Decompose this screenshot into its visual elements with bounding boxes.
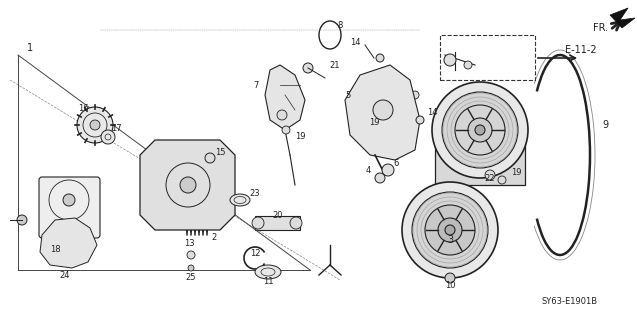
Circle shape: [485, 170, 495, 180]
Circle shape: [464, 61, 472, 69]
Circle shape: [416, 116, 424, 124]
Text: SY63-E1901B: SY63-E1901B: [542, 298, 598, 307]
Text: 6: 6: [393, 158, 399, 167]
Circle shape: [425, 205, 475, 255]
Circle shape: [282, 126, 290, 134]
Text: 14: 14: [427, 108, 437, 116]
Text: 7: 7: [254, 81, 259, 90]
Circle shape: [468, 118, 492, 142]
Text: 19: 19: [511, 167, 521, 177]
Circle shape: [498, 176, 506, 184]
Circle shape: [356, 126, 364, 134]
Circle shape: [375, 173, 385, 183]
Text: 1: 1: [27, 43, 33, 53]
Text: 19: 19: [369, 117, 379, 126]
Circle shape: [373, 100, 393, 120]
Circle shape: [411, 91, 419, 99]
Text: 14: 14: [350, 37, 361, 46]
Circle shape: [17, 215, 27, 225]
Circle shape: [90, 120, 100, 130]
Text: 4: 4: [366, 165, 371, 174]
Text: 24: 24: [60, 270, 70, 279]
Circle shape: [444, 54, 456, 66]
Text: 8: 8: [338, 20, 343, 29]
Circle shape: [376, 54, 384, 62]
Circle shape: [412, 192, 488, 268]
Circle shape: [187, 251, 195, 259]
Bar: [255, 216, 300, 230]
Text: 18: 18: [50, 245, 61, 254]
Text: 5: 5: [345, 91, 350, 100]
Text: 23: 23: [250, 188, 261, 197]
Circle shape: [180, 177, 196, 193]
Circle shape: [442, 92, 518, 168]
Text: 15: 15: [215, 148, 225, 156]
Text: 13: 13: [183, 238, 194, 247]
Circle shape: [63, 194, 75, 206]
Circle shape: [382, 164, 394, 176]
Polygon shape: [610, 8, 635, 28]
Text: 20: 20: [273, 211, 283, 220]
Text: FR.: FR.: [593, 23, 608, 33]
Text: 21: 21: [330, 60, 340, 69]
Circle shape: [290, 217, 302, 229]
Polygon shape: [40, 218, 97, 268]
Polygon shape: [345, 65, 420, 160]
Text: 17: 17: [111, 124, 121, 132]
Circle shape: [475, 125, 485, 135]
Circle shape: [252, 217, 264, 229]
Text: 12: 12: [250, 249, 261, 258]
Text: 19: 19: [295, 132, 305, 140]
Text: 11: 11: [262, 277, 273, 286]
Bar: [435, 130, 525, 185]
Circle shape: [402, 182, 498, 278]
Ellipse shape: [255, 265, 281, 279]
Circle shape: [303, 63, 313, 73]
Circle shape: [438, 218, 462, 242]
Text: 25: 25: [186, 274, 196, 283]
Circle shape: [101, 130, 115, 144]
Text: 9: 9: [602, 120, 608, 130]
Circle shape: [77, 107, 113, 143]
Circle shape: [188, 265, 194, 271]
Circle shape: [432, 82, 528, 178]
Text: 22: 22: [485, 173, 495, 182]
Text: 3: 3: [447, 235, 453, 245]
Circle shape: [277, 110, 287, 120]
Text: 10: 10: [445, 281, 455, 290]
Text: E-11-2: E-11-2: [565, 45, 597, 55]
Circle shape: [445, 225, 455, 235]
Polygon shape: [265, 65, 305, 130]
Polygon shape: [140, 140, 235, 230]
Circle shape: [445, 273, 455, 283]
FancyBboxPatch shape: [39, 177, 100, 238]
Text: 2: 2: [211, 234, 217, 243]
Text: 16: 16: [78, 103, 89, 113]
Ellipse shape: [230, 194, 250, 206]
Circle shape: [205, 153, 215, 163]
